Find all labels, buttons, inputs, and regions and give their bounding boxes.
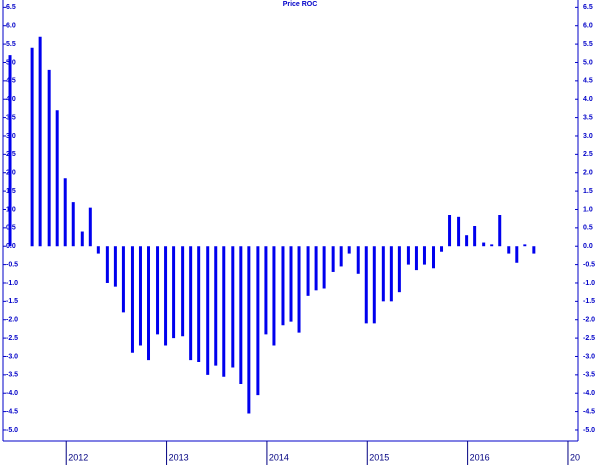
y2-tick-label: 6.0 bbox=[583, 23, 593, 30]
x-tick-label: 2014 bbox=[269, 452, 289, 462]
y2-tick-label: 5.5 bbox=[583, 41, 593, 48]
y-tick-label: -1.5 bbox=[6, 298, 18, 305]
x-tick-label: 2013 bbox=[169, 452, 189, 462]
y-tick-label: -2.0 bbox=[6, 317, 18, 324]
y2-tick-label: 2.5 bbox=[583, 151, 593, 158]
y2-tick-label: -4.0 bbox=[583, 390, 595, 397]
y2-tick-label: 0.5 bbox=[583, 225, 593, 232]
y-tick-label: -2.5 bbox=[6, 335, 18, 342]
y2-tick-label: -2.0 bbox=[583, 317, 595, 324]
y2-tick-label: -1.0 bbox=[583, 280, 595, 287]
y-tick-label: -3.0 bbox=[6, 353, 18, 360]
y2-tick-label: 2.0 bbox=[583, 170, 593, 177]
y2-tick-label: 0.0 bbox=[583, 243, 593, 250]
chart-title: Price ROC bbox=[283, 1, 318, 8]
y-tick-label: 6.5 bbox=[6, 4, 16, 11]
y2-tick-label: 1.0 bbox=[583, 206, 593, 213]
y2-tick-label: 5.0 bbox=[583, 59, 593, 66]
y-tick-label: 5.5 bbox=[6, 41, 16, 48]
y-tick-label: -4.0 bbox=[6, 390, 18, 397]
x-tick-label: 20 bbox=[570, 452, 580, 462]
y-tick-label: -0.5 bbox=[6, 261, 18, 268]
y2-tick-label: -3.5 bbox=[583, 372, 595, 379]
x-tick-label: 2012 bbox=[68, 452, 88, 462]
y2-tick-label: 1.5 bbox=[583, 188, 593, 195]
y2-tick-label: -1.5 bbox=[583, 298, 595, 305]
y2-tick-label: 4.5 bbox=[583, 78, 593, 85]
y2-tick-label: 6.5 bbox=[583, 4, 593, 11]
x-tick-label: 2015 bbox=[369, 452, 389, 462]
y-tick-label: 6.0 bbox=[6, 23, 16, 30]
y2-tick-label: -3.0 bbox=[583, 353, 595, 360]
y2-tick-label: 3.0 bbox=[583, 133, 593, 140]
y2-tick-label: -5.0 bbox=[583, 427, 595, 434]
y-tick-label: -3.5 bbox=[6, 372, 18, 379]
y-tick-label: -1.0 bbox=[6, 280, 18, 287]
y2-tick-label: -0.5 bbox=[583, 261, 595, 268]
y2-tick-label: 3.5 bbox=[583, 114, 593, 121]
y-tick-label: -4.5 bbox=[6, 408, 18, 415]
y2-tick-label: 4.0 bbox=[583, 96, 593, 103]
y-tick-label: -5.0 bbox=[6, 427, 18, 434]
y2-tick-label: -2.5 bbox=[583, 335, 595, 342]
x-tick-label: 2016 bbox=[470, 452, 490, 462]
y-tick-label: 0.0 bbox=[6, 243, 16, 250]
y2-tick-label: -4.5 bbox=[583, 408, 595, 415]
